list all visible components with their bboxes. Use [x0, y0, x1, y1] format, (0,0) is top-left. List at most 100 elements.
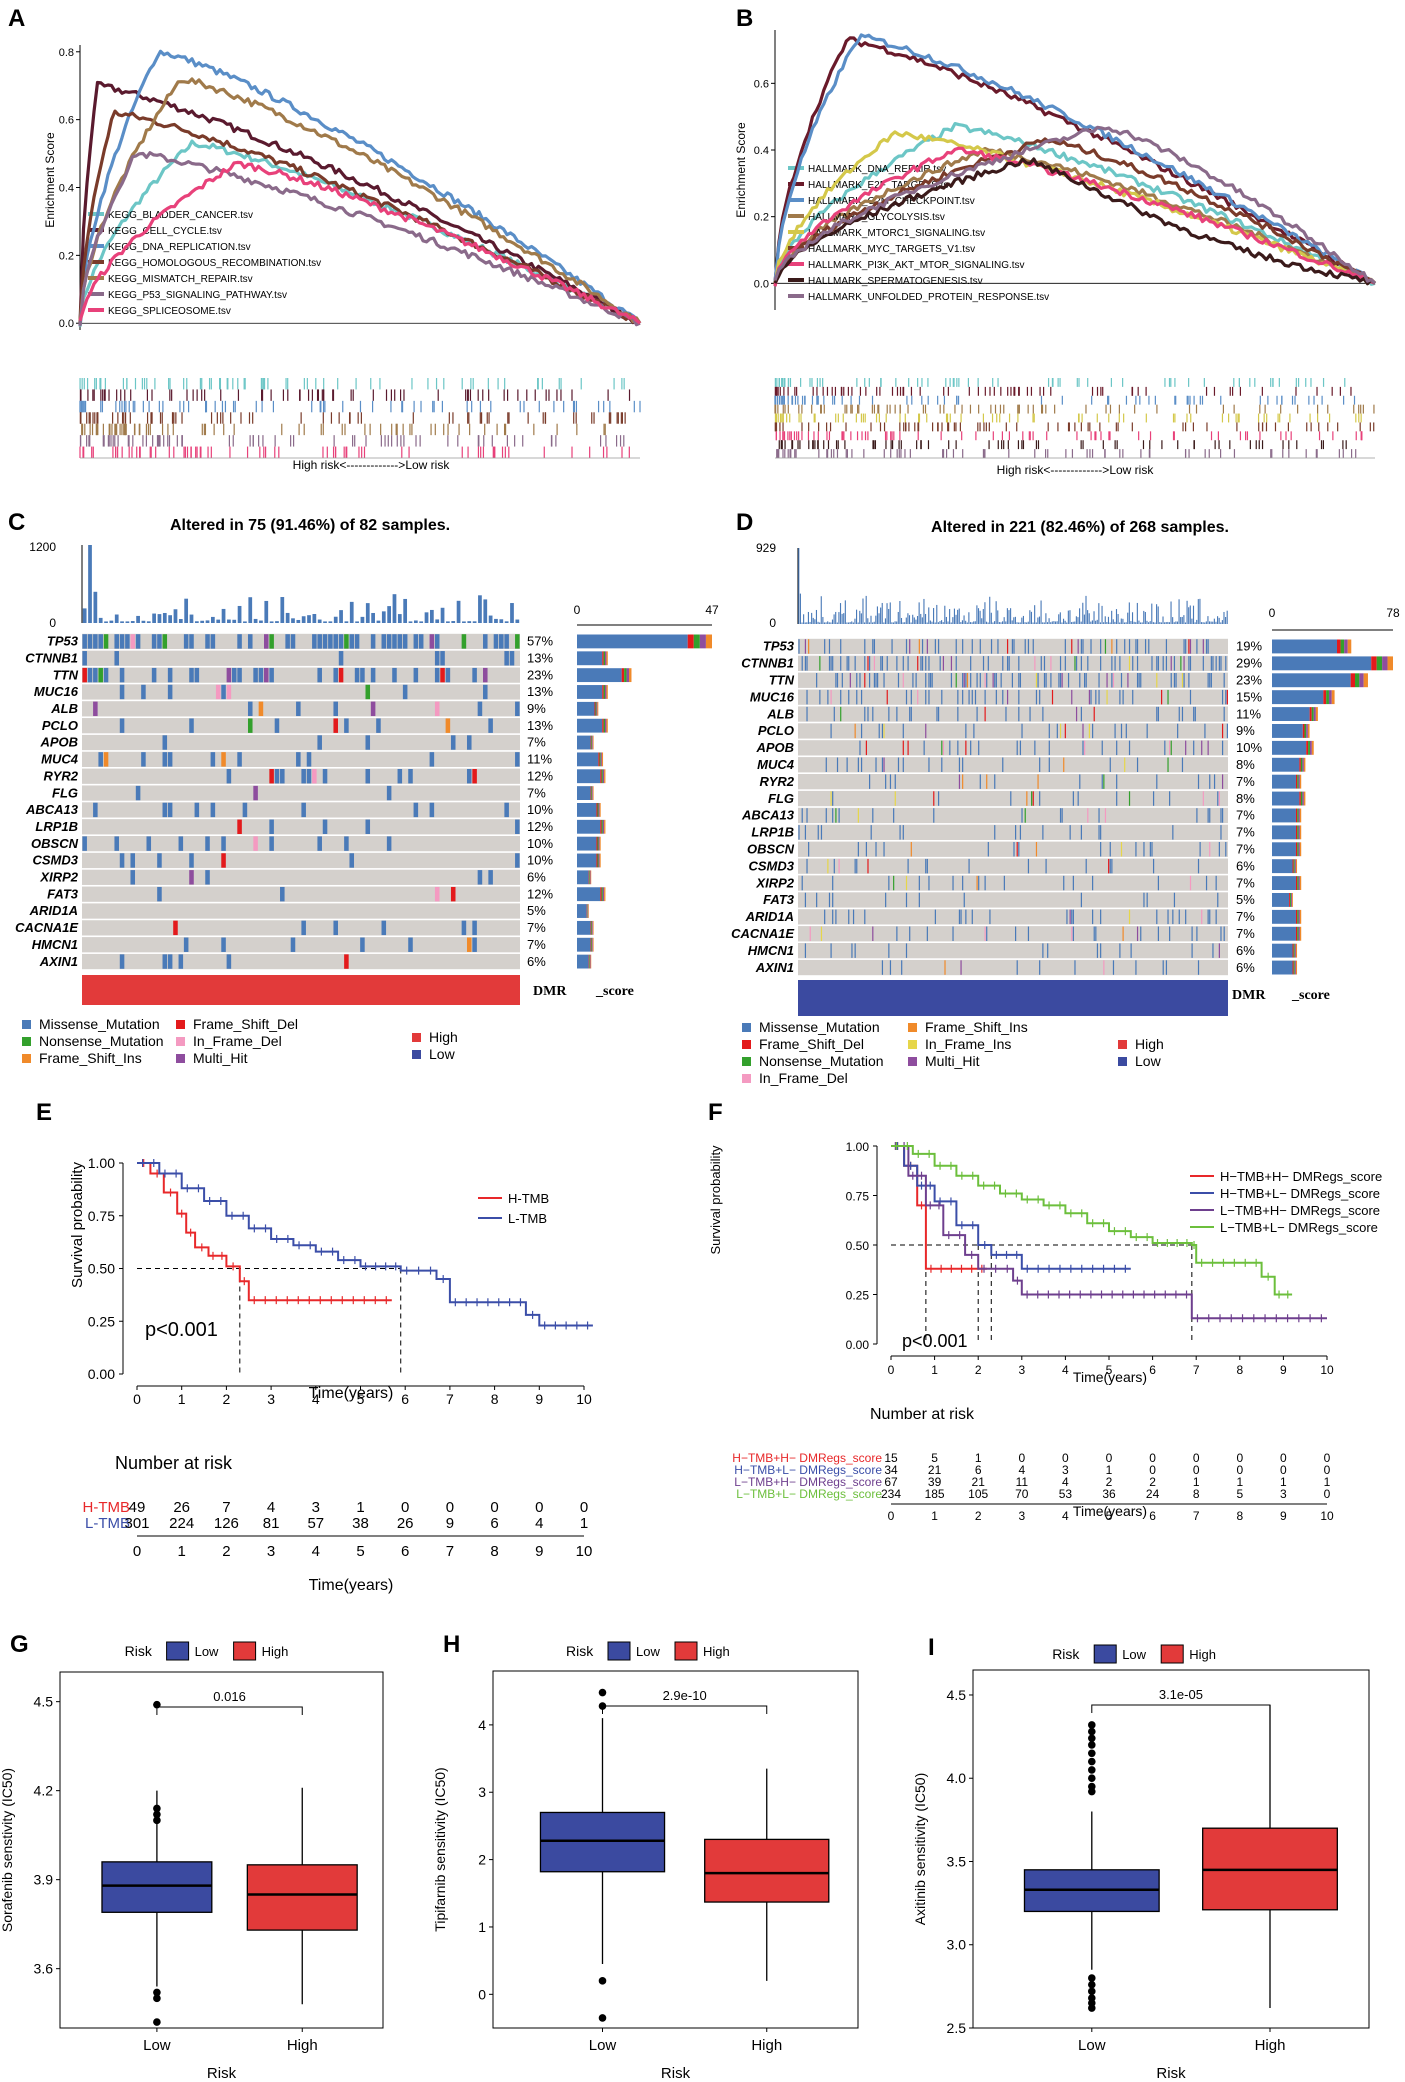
- mutation-cell: [1066, 909, 1068, 925]
- side-bar-segment: [693, 634, 700, 649]
- tmb-bar: [889, 602, 891, 624]
- side-bar-segment: [1293, 960, 1295, 975]
- mutation-cell: [1098, 689, 1100, 705]
- tmb-bar: [839, 603, 842, 624]
- gene-label: CTNNB1: [25, 650, 78, 665]
- tmb-bar: [1106, 622, 1108, 624]
- mutation-cell: [987, 842, 989, 857]
- mutation-cell: [1205, 875, 1208, 891]
- tmb-bar: [1189, 605, 1191, 624]
- mutation-cell: [873, 656, 876, 671]
- tmb-bar: [1170, 601, 1172, 624]
- gene-pct: 11%: [527, 752, 552, 767]
- side-bar-segment: [1304, 724, 1307, 738]
- gene-row-bg: [798, 706, 1228, 722]
- mutation-cell: [1063, 875, 1065, 891]
- gene-pct: 19%: [1236, 639, 1262, 654]
- plot-frame: [492, 1670, 859, 2029]
- side-bar-segment: [1299, 909, 1302, 924]
- gene-pct: 7%: [527, 735, 546, 750]
- tmb-bar: [817, 621, 819, 624]
- gene-row-bg: [798, 807, 1228, 824]
- mutation-cell: [974, 689, 977, 705]
- gene-pct: 7%: [1236, 841, 1255, 856]
- outlier-point: [1088, 1741, 1096, 1749]
- mutation-cell: [851, 943, 853, 958]
- risk-count: 4: [267, 1499, 275, 1516]
- mutation-cell: [515, 701, 520, 717]
- tmb-bar: [221, 608, 226, 623]
- mutation-cell: [856, 673, 858, 688]
- tmb-bar: [1095, 620, 1097, 624]
- mutation-cell: [1125, 723, 1127, 739]
- side-bar-segment: [1303, 791, 1306, 806]
- mutation-cell: [955, 639, 957, 654]
- tmb-bar: [870, 615, 872, 624]
- mutation-cell: [1221, 689, 1224, 705]
- risk-count: 24: [1146, 1487, 1160, 1501]
- tmb-bar: [483, 599, 488, 623]
- x-tick-label: 3: [1018, 1363, 1025, 1377]
- side-bar-segment: [589, 870, 590, 885]
- legend-swatch: [908, 1057, 917, 1066]
- es-curve: [78, 49, 642, 326]
- side-bar-segment: [599, 853, 601, 868]
- mutation-cell: [1015, 926, 1017, 941]
- risk-count: 7: [222, 1499, 230, 1516]
- tmb-bar: [1010, 608, 1012, 624]
- tmb-bar: [1000, 622, 1002, 624]
- legend-label: Frame_Shift_Del: [193, 1016, 298, 1032]
- mutation-cell: [1226, 723, 1228, 739]
- gene-label: CSMD3: [748, 858, 794, 873]
- side-bar-segment: [592, 786, 593, 800]
- mutation-cell: [280, 769, 285, 784]
- mutation-cell: [226, 954, 232, 969]
- mutation-cell: [1082, 639, 1084, 654]
- mutation-cell: [1058, 673, 1060, 688]
- mutation-cell: [1128, 639, 1131, 654]
- mutation-cell: [986, 926, 988, 941]
- side-bar-missense: [577, 920, 591, 935]
- mutation-cell: [848, 656, 850, 671]
- gene-row-bg: [82, 751, 520, 767]
- legend-label: Low: [1122, 1647, 1146, 1662]
- mutation-cell: [1205, 639, 1208, 654]
- panel-letter-c: C: [8, 509, 25, 536]
- tmb-bar: [317, 619, 322, 623]
- es-curve: [773, 122, 1376, 286]
- risk-count: 3: [312, 1499, 320, 1516]
- mutation-cell: [1039, 689, 1041, 705]
- mutation-cell: [1148, 639, 1150, 654]
- mutation-cell: [955, 673, 957, 688]
- mutation-cell: [859, 740, 861, 756]
- mutation-cell: [966, 673, 969, 688]
- mutation-cell: [965, 723, 967, 739]
- mutation-cell: [806, 656, 808, 671]
- mutation-cell: [941, 689, 943, 705]
- mutation-cell: [1032, 791, 1034, 806]
- outlier-point: [153, 1994, 161, 2003]
- mutation-cell: [515, 853, 520, 868]
- mutation-cell: [806, 706, 808, 722]
- tmb-bar: [210, 616, 215, 623]
- mutation-cell: [926, 858, 928, 874]
- tmb-bar: [1196, 619, 1198, 624]
- tmb-bar: [836, 622, 838, 624]
- mutation-cell: [1029, 706, 1031, 722]
- risk-tick-label: 3: [267, 1543, 275, 1560]
- mutation-cell: [860, 757, 863, 772]
- mutation-cell: [989, 909, 991, 925]
- tmb-bar: [435, 619, 440, 623]
- tmb-bar: [114, 614, 119, 623]
- mutation-cell: [1225, 656, 1227, 671]
- mutation-cell: [824, 909, 826, 925]
- mutation-cell: [477, 870, 483, 885]
- mutation-cell: [1144, 639, 1147, 654]
- tmb-bar: [93, 591, 98, 623]
- tmb-bar: [995, 601, 997, 624]
- mutation-cell: [322, 769, 328, 784]
- gene-label: TP53: [47, 634, 79, 649]
- mutation-cell: [1136, 673, 1139, 688]
- mutation-cell: [1071, 689, 1073, 705]
- mutation-cell: [1124, 757, 1126, 772]
